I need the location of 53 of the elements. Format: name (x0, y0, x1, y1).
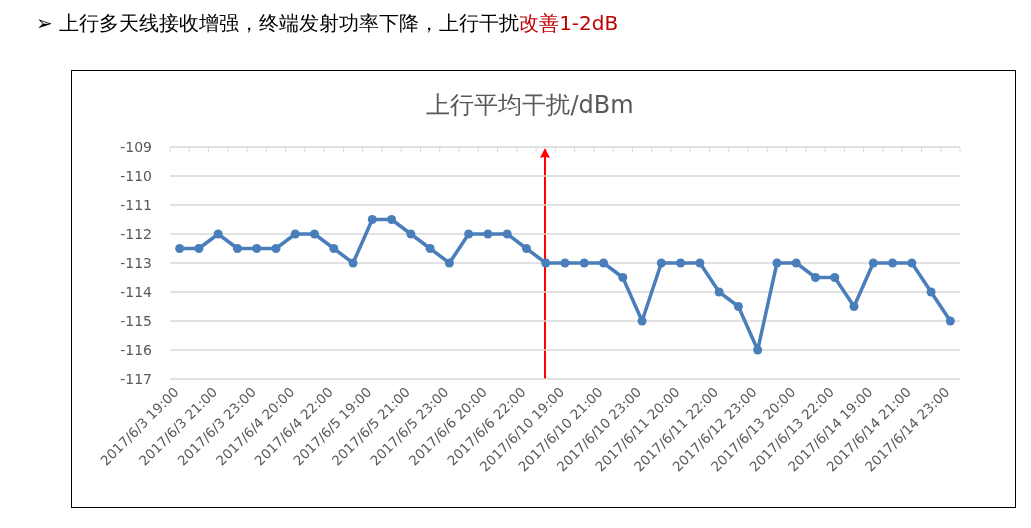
point (406, 229, 416, 239)
text: ➢ 上行多天线接收增强，终端发射功率下降，上行干扰 (36, 11, 520, 35)
point (753, 345, 763, 355)
point (252, 244, 262, 253)
point (329, 244, 339, 253)
point (387, 215, 397, 224)
y-tick-label: -111 (120, 197, 152, 213)
y-tick-label: -117 (120, 371, 152, 387)
point (213, 229, 223, 239)
point (772, 258, 782, 268)
point (425, 244, 435, 253)
point (502, 229, 512, 239)
point (714, 287, 724, 297)
point (444, 258, 454, 268)
point (599, 258, 609, 268)
point (290, 229, 300, 239)
point (849, 302, 859, 311)
point (560, 258, 570, 268)
point (367, 215, 377, 224)
point (232, 244, 242, 253)
point (348, 258, 358, 268)
point (676, 258, 686, 268)
point (271, 244, 281, 253)
point (791, 258, 801, 268)
point (579, 258, 589, 268)
y-tick-label: -114 (120, 284, 153, 300)
chart-title: 上行平均干扰/dBm (426, 91, 634, 119)
point (810, 273, 820, 282)
point (194, 244, 204, 253)
point (175, 244, 185, 253)
point (656, 258, 666, 268)
y-tick-label: -109 (120, 139, 152, 155)
point (695, 258, 705, 268)
y-tick-label: -110 (120, 168, 152, 184)
point (945, 316, 955, 326)
point (868, 258, 878, 268)
point (907, 258, 917, 268)
y-tick-label: -116 (120, 342, 153, 358)
point (464, 229, 474, 239)
point (310, 229, 320, 239)
point (926, 287, 936, 297)
point (483, 229, 493, 239)
y-tick-label: -115 (120, 313, 152, 329)
y-tick-label: -112 (120, 226, 152, 242)
point (830, 273, 840, 282)
point (888, 258, 898, 268)
point (521, 244, 531, 253)
point (637, 316, 647, 326)
point (541, 258, 551, 268)
y-tick-label: -113 (120, 255, 152, 271)
text: 改善1-2dB (519, 11, 619, 35)
point (733, 302, 743, 311)
point (618, 273, 628, 282)
